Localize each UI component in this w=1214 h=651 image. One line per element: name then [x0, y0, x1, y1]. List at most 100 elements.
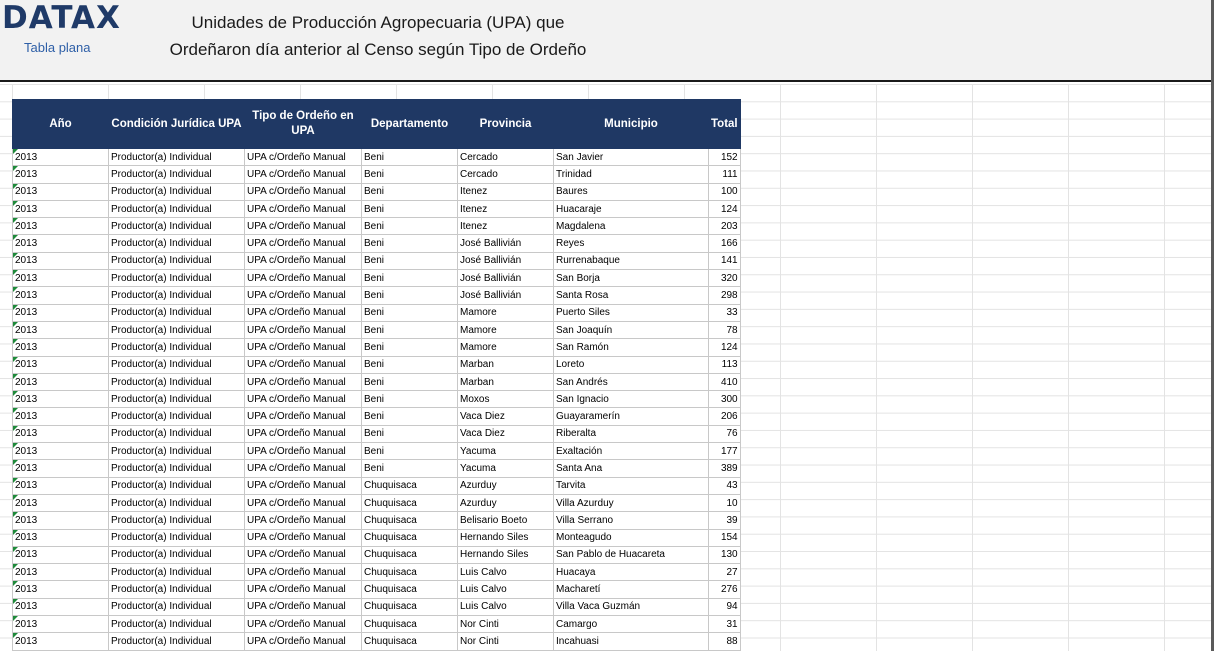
cell-municipality[interactable]: Villa Serrano — [553, 511, 709, 530]
cell-year[interactable]: 2013 — [12, 390, 109, 409]
cell-province[interactable]: Luis Calvo — [457, 597, 554, 617]
cell-department[interactable]: Beni — [361, 372, 458, 392]
cell-year[interactable]: 2013 — [12, 424, 109, 444]
cell-municipality[interactable]: Macharetí — [553, 580, 709, 599]
cell-total[interactable]: 410 — [708, 372, 741, 392]
cell-legal-condition[interactable]: Productor(a) Individual — [108, 251, 245, 271]
cell-year[interactable]: 2013 — [12, 147, 109, 167]
cell-department[interactable]: Beni — [361, 251, 458, 271]
cell-year[interactable]: 2013 — [12, 563, 109, 582]
cell-year[interactable]: 2013 — [12, 286, 109, 305]
cell-municipality[interactable]: Reyes — [553, 234, 709, 253]
cell-province[interactable]: Yacuma — [457, 459, 554, 478]
cell-municipality[interactable]: San Pablo de Huacareta — [553, 545, 709, 565]
cell-year[interactable]: 2013 — [12, 165, 109, 184]
cell-department[interactable]: Chuquisaca — [361, 580, 458, 599]
cell-legal-condition[interactable]: Productor(a) Individual — [108, 597, 245, 617]
cell-total[interactable]: 33 — [708, 303, 741, 322]
cell-province[interactable]: Marban — [457, 372, 554, 392]
cell-total[interactable]: 100 — [708, 182, 741, 201]
cell-municipality[interactable]: San Joaquín — [553, 320, 709, 340]
cell-province[interactable]: Nor Cinti — [457, 632, 554, 651]
cell-province[interactable]: Belisario Boeto — [457, 511, 554, 530]
cell-municipality[interactable]: Santa Rosa — [553, 286, 709, 305]
cell-year[interactable]: 2013 — [12, 303, 109, 322]
cell-legal-condition[interactable]: Productor(a) Individual — [108, 563, 245, 582]
cell-province[interactable]: Itenez — [457, 199, 554, 219]
column-header-year[interactable]: Año — [12, 99, 109, 149]
cell-municipality[interactable]: Tarvita — [553, 476, 709, 495]
cell-total[interactable]: 43 — [708, 476, 741, 495]
cell-department[interactable]: Chuquisaca — [361, 632, 458, 651]
cell-total[interactable]: 39 — [708, 511, 741, 530]
cell-milking-type[interactable]: UPA c/Ordeño Manual — [244, 476, 362, 495]
cell-legal-condition[interactable]: Productor(a) Individual — [108, 147, 245, 167]
cell-municipality[interactable]: Monteagudo — [553, 528, 709, 547]
cell-province[interactable]: José Ballivián — [457, 286, 554, 305]
cell-municipality[interactable]: San Javier — [553, 147, 709, 167]
cell-province[interactable]: Azurduy — [457, 476, 554, 495]
cell-year[interactable]: 2013 — [12, 511, 109, 530]
cell-legal-condition[interactable]: Productor(a) Individual — [108, 372, 245, 392]
cell-department[interactable]: Beni — [361, 199, 458, 219]
cell-milking-type[interactable]: UPA c/Ordeño Manual — [244, 442, 362, 461]
cell-department[interactable]: Beni — [361, 303, 458, 322]
cell-year[interactable]: 2013 — [12, 251, 109, 271]
column-header-province[interactable]: Provincia — [457, 99, 554, 149]
cell-municipality[interactable]: San Borja — [553, 269, 709, 288]
cell-milking-type[interactable]: UPA c/Ordeño Manual — [244, 338, 362, 357]
cell-total[interactable]: 276 — [708, 580, 741, 599]
cell-total[interactable]: 300 — [708, 390, 741, 409]
cell-total[interactable]: 154 — [708, 528, 741, 547]
cell-province[interactable]: José Ballivián — [457, 269, 554, 288]
cell-department[interactable]: Chuquisaca — [361, 493, 458, 513]
cell-total[interactable]: 124 — [708, 199, 741, 219]
cell-legal-condition[interactable]: Productor(a) Individual — [108, 303, 245, 322]
cell-year[interactable]: 2013 — [12, 459, 109, 478]
cell-province[interactable]: Luis Calvo — [457, 563, 554, 582]
cell-year[interactable]: 2013 — [12, 615, 109, 634]
cell-province[interactable]: Mamore — [457, 303, 554, 322]
cell-total[interactable]: 76 — [708, 424, 741, 444]
cell-milking-type[interactable]: UPA c/Ordeño Manual — [244, 234, 362, 253]
cell-municipality[interactable]: Exaltación — [553, 442, 709, 461]
cell-milking-type[interactable]: UPA c/Ordeño Manual — [244, 390, 362, 409]
cell-milking-type[interactable]: UPA c/Ordeño Manual — [244, 597, 362, 617]
column-header-total[interactable]: Total — [708, 99, 741, 149]
cell-total[interactable]: 389 — [708, 459, 741, 478]
cell-milking-type[interactable]: UPA c/Ordeño Manual — [244, 269, 362, 288]
cell-legal-condition[interactable]: Productor(a) Individual — [108, 217, 245, 236]
cell-department[interactable]: Beni — [361, 286, 458, 305]
cell-province[interactable]: Cercado — [457, 165, 554, 184]
cell-year[interactable]: 2013 — [12, 182, 109, 201]
cell-total[interactable]: 10 — [708, 493, 741, 513]
cell-department[interactable]: Beni — [361, 269, 458, 288]
cell-province[interactable]: Cercado — [457, 147, 554, 167]
cell-total[interactable]: 88 — [708, 632, 741, 651]
cell-milking-type[interactable]: UPA c/Ordeño Manual — [244, 251, 362, 271]
cell-year[interactable]: 2013 — [12, 632, 109, 651]
cell-milking-type[interactable]: UPA c/Ordeño Manual — [244, 355, 362, 374]
cell-municipality[interactable]: Santa Ana — [553, 459, 709, 478]
cell-department[interactable]: Beni — [361, 338, 458, 357]
cell-province[interactable]: Luis Calvo — [457, 580, 554, 599]
cell-province[interactable]: Marban — [457, 355, 554, 374]
cell-department[interactable]: Beni — [361, 165, 458, 184]
cell-municipality[interactable]: San Andrés — [553, 372, 709, 392]
cell-total[interactable]: 113 — [708, 355, 741, 374]
cell-department[interactable]: Chuquisaca — [361, 545, 458, 565]
cell-year[interactable]: 2013 — [12, 407, 109, 426]
cell-province[interactable]: Vaca Diez — [457, 424, 554, 444]
cell-milking-type[interactable]: UPA c/Ordeño Manual — [244, 165, 362, 184]
cell-legal-condition[interactable]: Productor(a) Individual — [108, 424, 245, 444]
cell-province[interactable]: Itenez — [457, 217, 554, 236]
cell-legal-condition[interactable]: Productor(a) Individual — [108, 269, 245, 288]
cell-department[interactable]: Beni — [361, 234, 458, 253]
cell-province[interactable]: Moxos — [457, 390, 554, 409]
cell-legal-condition[interactable]: Productor(a) Individual — [108, 528, 245, 547]
cell-milking-type[interactable]: UPA c/Ordeño Manual — [244, 632, 362, 651]
cell-municipality[interactable]: Puerto Siles — [553, 303, 709, 322]
cell-department[interactable]: Beni — [361, 424, 458, 444]
cell-year[interactable]: 2013 — [12, 338, 109, 357]
cell-milking-type[interactable]: UPA c/Ordeño Manual — [244, 372, 362, 392]
